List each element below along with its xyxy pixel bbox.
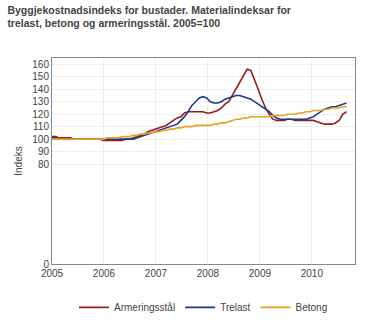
svg-text:150: 150	[32, 71, 49, 82]
svg-text:2007: 2007	[145, 268, 168, 279]
svg-text:Armeringsstål: Armeringsstål	[114, 302, 175, 313]
svg-text:120: 120	[32, 109, 49, 120]
svg-text:140: 140	[32, 84, 49, 95]
svg-text:2010: 2010	[301, 268, 324, 279]
svg-text:100: 100	[32, 134, 49, 145]
svg-text:Betong: Betong	[296, 302, 328, 313]
svg-text:Byggjekostnadsindeks for busta: Byggjekostnadsindeks for bustader. Mater…	[7, 4, 291, 30]
svg-text:130: 130	[32, 96, 49, 107]
svg-text:160: 160	[32, 59, 49, 70]
svg-text:2008: 2008	[197, 268, 220, 279]
svg-text:Trelast: Trelast	[220, 302, 250, 313]
svg-text:110: 110	[33, 121, 49, 132]
svg-text:2005: 2005	[41, 268, 64, 279]
svg-text:90: 90	[38, 146, 50, 157]
svg-text:2006: 2006	[93, 268, 116, 279]
svg-text:80: 80	[38, 159, 50, 170]
svg-text:Indeks: Indeks	[13, 146, 24, 175]
svg-text:0: 0	[43, 259, 49, 270]
svg-text:2009: 2009	[249, 268, 272, 279]
